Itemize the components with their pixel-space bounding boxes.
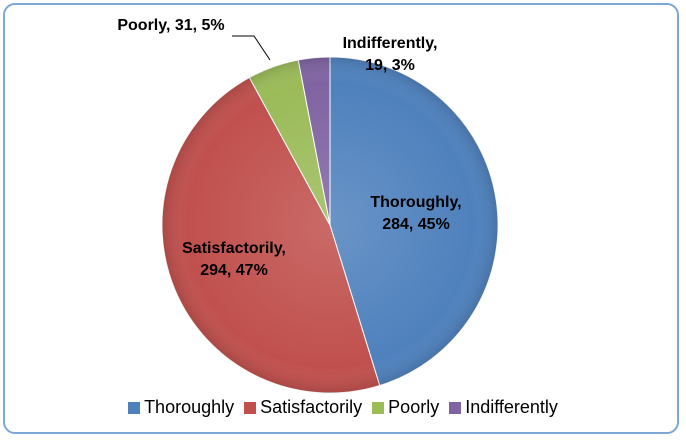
- legend: Thoroughly Satisfactorily Poorly Indifferen…: [0, 397, 686, 418]
- legend-item: Thoroughly: [128, 397, 234, 418]
- legend-item: Poorly: [372, 397, 439, 418]
- data-label: Thoroughly, 284, 45%: [370, 194, 462, 233]
- legend-swatch: [128, 401, 141, 414]
- data-label: Satisfactorily, 294, 47%: [182, 240, 286, 279]
- leader-line: [232, 35, 271, 61]
- legend-item: Satisfactorily: [244, 397, 362, 418]
- legend-label: Thoroughly: [144, 397, 235, 417]
- legend-item: Indifferently: [449, 397, 558, 418]
- legend-swatch: [372, 401, 385, 414]
- legend-label: Satisfactorily: [260, 397, 363, 417]
- data-label: Indifferently, 19, 3%: [342, 35, 438, 74]
- data-label: Poorly, 31, 5%: [117, 17, 225, 34]
- legend-label: Indifferently: [465, 397, 558, 417]
- legend-swatch: [244, 401, 257, 414]
- legend-label: Poorly: [388, 397, 440, 417]
- legend-swatch: [449, 401, 462, 414]
